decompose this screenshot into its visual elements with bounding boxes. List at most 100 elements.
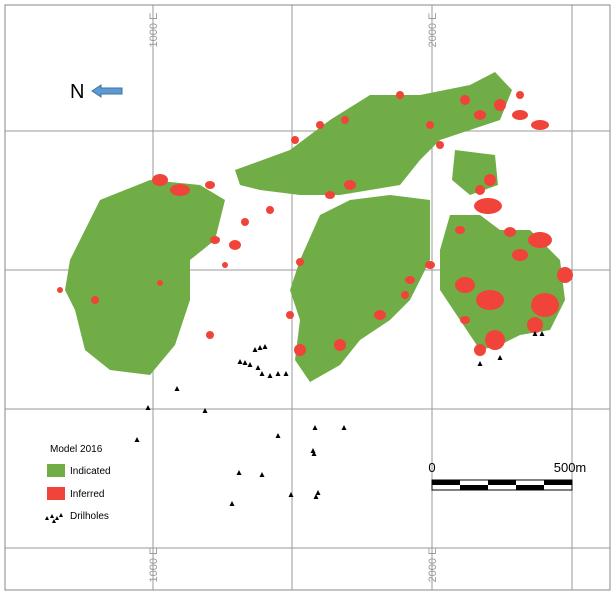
drillhole <box>252 347 258 352</box>
inferred-zone <box>91 296 99 304</box>
drillhole <box>539 331 545 336</box>
inferred-zones <box>57 91 573 356</box>
inferred-zone <box>206 331 214 339</box>
inferred-zone <box>210 236 220 244</box>
inferred-zone <box>396 91 404 99</box>
drillhole <box>145 405 151 410</box>
inferred-zone <box>474 198 502 214</box>
inferred-zone <box>296 258 304 266</box>
drillhole <box>283 371 289 376</box>
drillhole <box>247 362 253 367</box>
inferred-zone <box>504 227 516 237</box>
legend-swatch <box>47 464 65 477</box>
inferred-zone <box>205 181 215 189</box>
north-arrow: N <box>70 81 123 103</box>
drillhole <box>267 373 273 378</box>
scale-bar: 0 500m <box>428 460 587 491</box>
grid-label: 2000 E <box>427 548 439 583</box>
indicated-zone <box>235 72 512 195</box>
indicated-zone <box>440 215 565 350</box>
drillhole <box>312 425 318 430</box>
inferred-zone <box>170 184 190 196</box>
drillhole <box>262 344 268 349</box>
drillhole <box>134 437 140 442</box>
inferred-zone <box>425 261 435 269</box>
inferred-zone <box>516 91 524 99</box>
scale-segment <box>488 480 516 485</box>
drillhole <box>259 371 265 376</box>
scale-label: 0 <box>428 460 435 475</box>
drillhole <box>497 355 503 360</box>
scale-segment <box>516 485 544 490</box>
inferred-zone <box>241 218 249 226</box>
legend-label: Inferred <box>70 489 104 500</box>
inferred-zone <box>222 262 228 268</box>
inferred-zone <box>475 185 485 195</box>
north-label: N <box>70 81 84 103</box>
inferred-zone <box>229 240 241 250</box>
grid-labels: 1000 E 2000 E 1000 E 2000 E <box>148 13 439 583</box>
scale-label: 500m <box>554 460 587 475</box>
inferred-zone <box>286 311 294 319</box>
inferred-zone <box>152 174 168 186</box>
drillhole <box>242 360 248 365</box>
inferred-zone <box>557 267 573 283</box>
drillhole <box>229 501 235 506</box>
drillhole <box>237 359 243 364</box>
scale-segment <box>460 485 488 490</box>
inferred-zone <box>531 293 559 317</box>
inferred-zone <box>494 99 506 111</box>
inferred-zone <box>294 344 306 356</box>
drillhole <box>259 472 265 477</box>
legend-label: Indicated <box>70 466 111 477</box>
drillhole <box>275 433 281 438</box>
inferred-zone <box>316 121 324 129</box>
inferred-zone <box>484 174 496 186</box>
inferred-zone <box>512 249 528 261</box>
north-arrow-icon <box>91 84 123 98</box>
legend-label: Drilholes <box>70 511 109 522</box>
inferred-zone <box>476 290 504 310</box>
inferred-zone <box>460 95 470 105</box>
inferred-zone <box>344 180 356 190</box>
inferred-zone <box>374 310 386 320</box>
inferred-zone <box>485 330 505 350</box>
inferred-zone <box>157 280 163 286</box>
drillhole <box>532 331 538 336</box>
inferred-zone <box>455 277 475 293</box>
indicated-zone <box>290 195 430 382</box>
drillhole <box>288 492 294 497</box>
legend-swatch <box>45 513 63 523</box>
inferred-zone <box>325 191 335 199</box>
inferred-zone <box>455 226 465 234</box>
inferred-zone <box>426 121 434 129</box>
inferred-zone <box>405 276 415 284</box>
inferred-zone <box>531 120 549 130</box>
drillhole <box>341 425 347 430</box>
inferred-zone <box>474 344 486 356</box>
drillhole <box>202 408 208 413</box>
drillholes <box>134 331 545 506</box>
inferred-zone <box>266 206 274 214</box>
legend-title: Model 2016 <box>50 444 103 455</box>
drillhole <box>275 371 281 376</box>
drillhole <box>236 470 242 475</box>
inferred-zone <box>341 116 349 124</box>
inferred-zone <box>436 141 444 149</box>
drillhole <box>477 361 483 366</box>
indicated-zones <box>65 72 565 382</box>
inferred-zone <box>527 317 543 333</box>
drillhole <box>257 345 263 350</box>
drillhole <box>311 451 317 456</box>
inferred-zone <box>512 110 528 120</box>
inferred-zone <box>334 339 346 351</box>
inferred-zone <box>474 110 486 120</box>
indicated-zone <box>65 180 225 375</box>
inferred-zone <box>57 287 63 293</box>
grid-label: 1000 E <box>148 13 160 48</box>
grid-label: 1000 E <box>148 548 160 583</box>
legend: Model 2016 Indicated Inferred Drilholes <box>45 444 111 523</box>
inferred-zone <box>401 291 409 299</box>
